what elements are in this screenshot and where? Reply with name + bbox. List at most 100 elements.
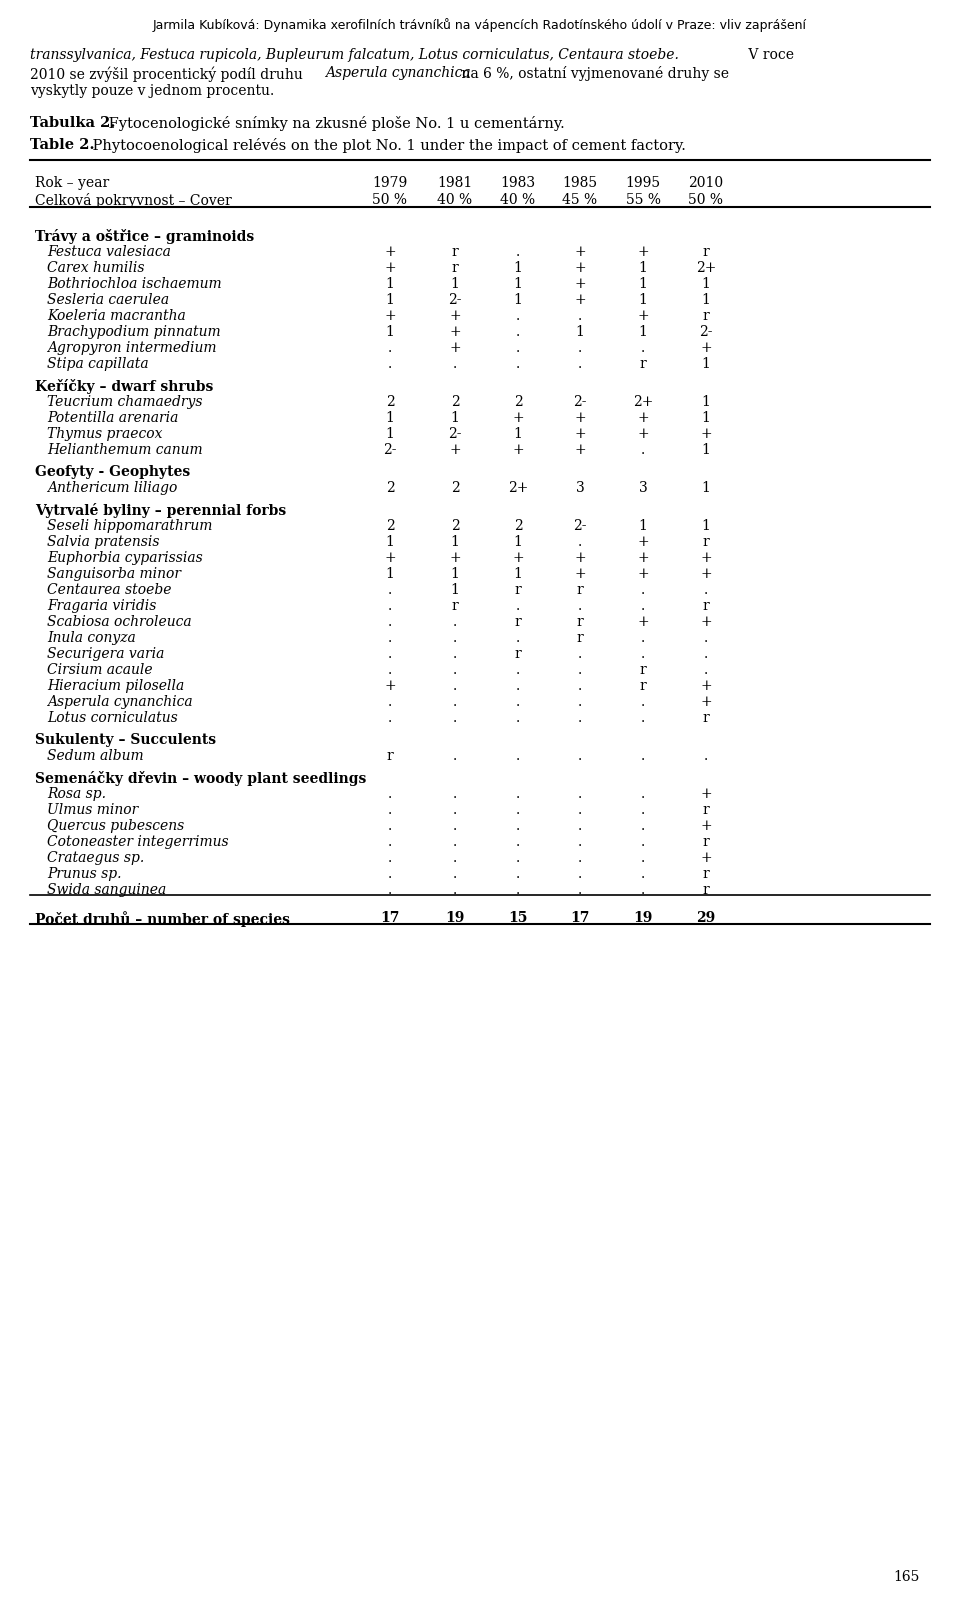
Text: Seseli hippomarathrum: Seseli hippomarathrum: [47, 520, 212, 532]
Text: .: .: [704, 748, 708, 763]
Text: Sanguisorba minor: Sanguisorba minor: [47, 568, 181, 580]
Text: 2: 2: [450, 481, 460, 496]
Text: .: .: [453, 616, 457, 628]
Text: 1: 1: [702, 395, 710, 409]
Text: r: r: [703, 712, 709, 724]
Text: .: .: [516, 787, 520, 801]
Text: .: .: [453, 748, 457, 763]
Text: 1995: 1995: [625, 176, 660, 190]
Text: Table 2.: Table 2.: [30, 138, 94, 152]
Text: .: .: [388, 357, 392, 371]
Text: 1985: 1985: [563, 176, 597, 190]
Text: Geofyty - Geophytes: Geofyty - Geophytes: [35, 465, 190, 480]
Text: 29: 29: [696, 911, 715, 924]
Text: Semenáčky dřevin – woody plant seedlings: Semenáčky dřevin – woody plant seedlings: [35, 771, 367, 787]
Text: .: .: [641, 696, 645, 708]
Text: 1: 1: [638, 325, 647, 339]
Text: .: .: [516, 357, 520, 371]
Text: .: .: [578, 787, 582, 801]
Text: 1: 1: [702, 357, 710, 371]
Text: .: .: [641, 600, 645, 612]
Text: 15: 15: [508, 911, 528, 924]
Text: .: .: [388, 851, 392, 865]
Text: r: r: [703, 883, 709, 897]
Text: 1: 1: [450, 277, 460, 291]
Text: 2-: 2-: [448, 427, 462, 441]
Text: .: .: [516, 341, 520, 355]
Text: +: +: [700, 680, 711, 692]
Text: 3: 3: [576, 481, 585, 496]
Text: .: .: [453, 867, 457, 881]
Text: r: r: [703, 536, 709, 548]
Text: .: .: [453, 696, 457, 708]
Text: +: +: [449, 552, 461, 564]
Text: .: .: [641, 867, 645, 881]
Text: .: .: [453, 664, 457, 676]
Text: .: .: [641, 803, 645, 817]
Text: 45 %: 45 %: [563, 193, 597, 206]
Text: 50 %: 50 %: [688, 193, 724, 206]
Text: r: r: [577, 616, 584, 628]
Text: r: r: [577, 584, 584, 596]
Text: .: .: [516, 851, 520, 865]
Text: .: .: [516, 309, 520, 323]
Text: Počet druhů – number of species: Počet druhů – number of species: [35, 911, 290, 927]
Text: Prunus sp.: Prunus sp.: [47, 867, 122, 881]
Text: 2-: 2-: [448, 293, 462, 307]
Text: .: .: [388, 600, 392, 612]
Text: r: r: [515, 648, 521, 660]
Text: .: .: [453, 712, 457, 724]
Text: +: +: [384, 309, 396, 323]
Text: .: .: [516, 867, 520, 881]
Text: Lotus corniculatus: Lotus corniculatus: [47, 712, 178, 724]
Text: .: .: [578, 867, 582, 881]
Text: .: .: [388, 787, 392, 801]
Text: 40 %: 40 %: [438, 193, 472, 206]
Text: Agropyron intermedium: Agropyron intermedium: [47, 341, 217, 355]
Text: 1: 1: [386, 293, 395, 307]
Text: r: r: [703, 245, 709, 259]
Text: .: .: [641, 584, 645, 596]
Text: 1: 1: [702, 277, 710, 291]
Text: Jarmila Kubíková: Dynamika xerofilních trávníků na vápencích Radotínského údolí : Jarmila Kubíková: Dynamika xerofilních t…: [153, 18, 807, 32]
Text: 2-: 2-: [383, 443, 396, 457]
Text: Ulmus minor: Ulmus minor: [47, 803, 138, 817]
Text: Securigera varia: Securigera varia: [47, 648, 164, 660]
Text: r: r: [577, 632, 584, 644]
Text: 1: 1: [514, 261, 522, 275]
Text: 2: 2: [386, 481, 395, 496]
Text: 2010 se zvýšil procentický podíl druhu: 2010 se zvýšil procentický podíl druhu: [30, 66, 307, 82]
Text: +: +: [637, 616, 649, 628]
Text: .: .: [578, 712, 582, 724]
Text: 2: 2: [514, 520, 522, 532]
Text: .: .: [453, 648, 457, 660]
Text: .: .: [388, 664, 392, 676]
Text: .: .: [516, 696, 520, 708]
Text: .: .: [388, 616, 392, 628]
Text: .: .: [578, 680, 582, 692]
Text: .: .: [453, 803, 457, 817]
Text: .: .: [388, 803, 392, 817]
Text: .: .: [578, 803, 582, 817]
Text: 40 %: 40 %: [500, 193, 536, 206]
Text: 1: 1: [702, 481, 710, 496]
Text: Helianthemum canum: Helianthemum canum: [47, 443, 203, 457]
Text: transsylvanica, Festuca rupicola, Bupleurum falcatum, Lotus corniculatus, Centau: transsylvanica, Festuca rupicola, Bupleu…: [30, 48, 679, 62]
Text: +: +: [574, 427, 586, 441]
Text: +: +: [574, 552, 586, 564]
Text: Potentilla arenaria: Potentilla arenaria: [47, 411, 179, 425]
Text: .: .: [641, 883, 645, 897]
Text: Tabulka 2.: Tabulka 2.: [30, 117, 115, 130]
Text: .: .: [388, 883, 392, 897]
Text: 2: 2: [450, 520, 460, 532]
Text: .: .: [641, 443, 645, 457]
Text: +: +: [449, 341, 461, 355]
Text: .: .: [516, 664, 520, 676]
Text: .: .: [516, 245, 520, 259]
Text: .: .: [516, 803, 520, 817]
Text: 1: 1: [386, 568, 395, 580]
Text: 17: 17: [570, 911, 589, 924]
Text: +: +: [384, 261, 396, 275]
Text: Celková pokryvnost – Cover: Celková pokryvnost – Cover: [35, 193, 231, 208]
Text: .: .: [641, 632, 645, 644]
